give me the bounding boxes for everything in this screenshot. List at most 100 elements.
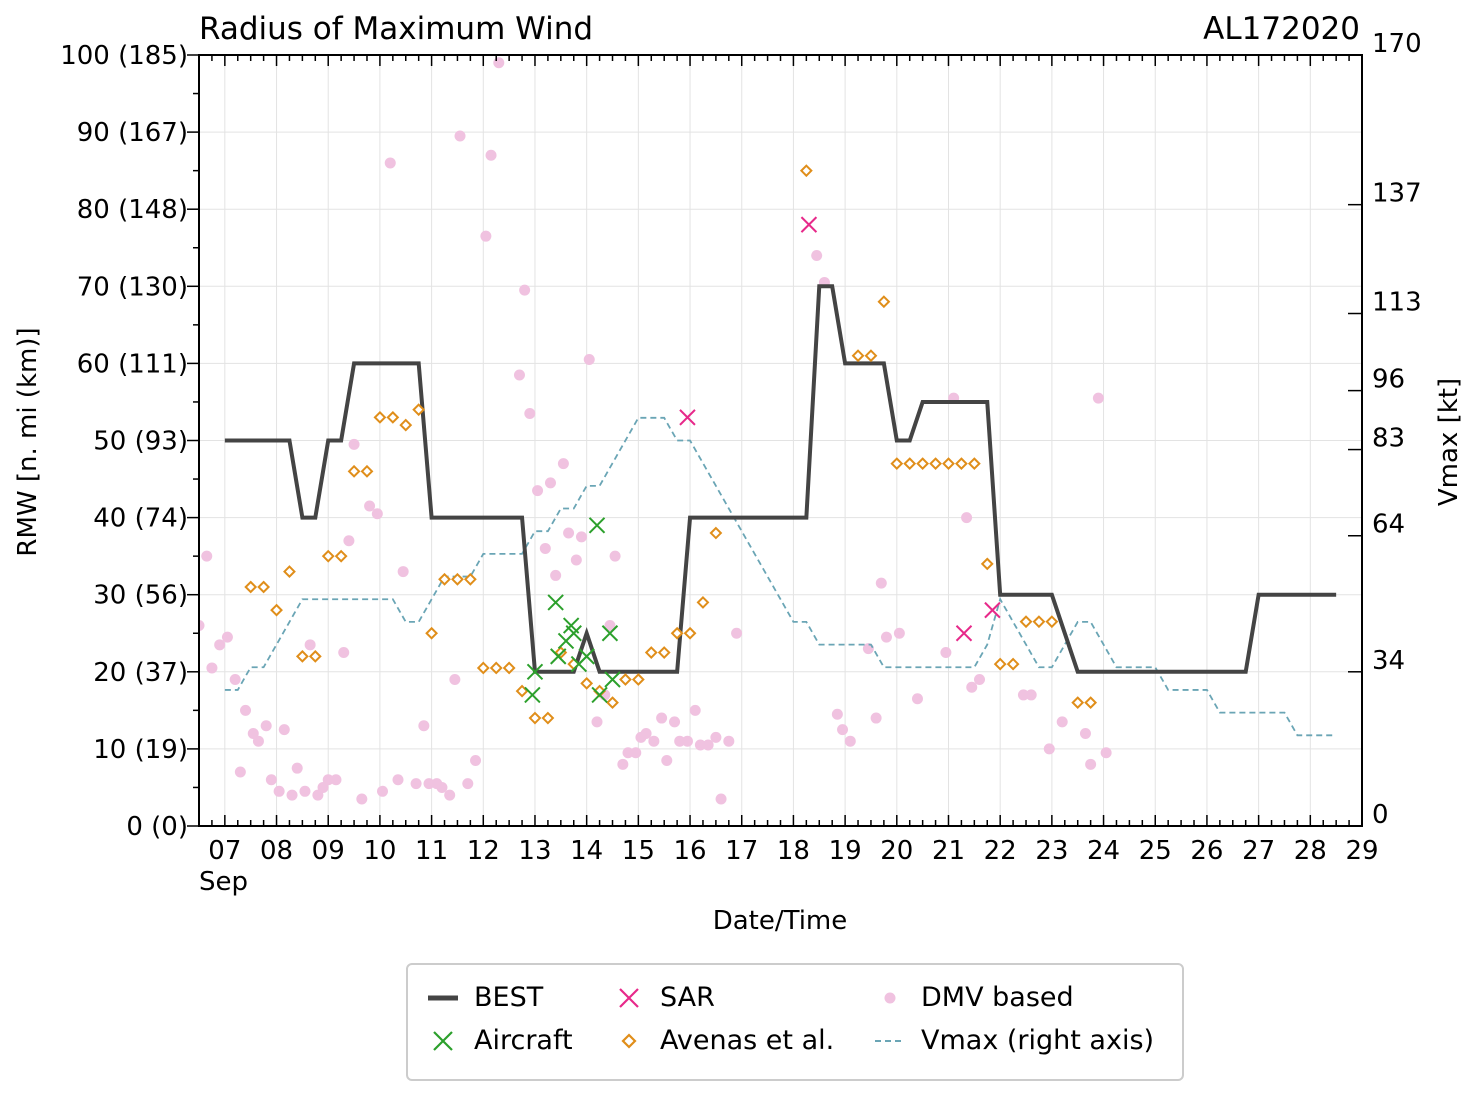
dmv-point — [893, 627, 905, 639]
avenas-point — [903, 457, 917, 471]
dmv-point — [570, 554, 582, 566]
dmv-point — [364, 500, 376, 512]
dmv-point — [640, 727, 652, 739]
legend-item-vmax: Vmax (right axis) — [873, 1025, 1154, 1056]
y-tick-label: 40 (74) — [93, 504, 188, 534]
y2-tick-label: 137 — [1372, 179, 1422, 209]
avenas-point — [438, 572, 451, 586]
dmv-point — [539, 542, 551, 554]
axis-ticks: 07 08 09 10 11 12 13 14 15 16 17 18 19 20 21 22 23 24 25 26… — [60, 29, 1421, 866]
avenas-point — [954, 457, 968, 471]
avenas-point — [502, 661, 516, 675]
legend-label: BEST — [474, 982, 544, 1013]
avenas-point — [1019, 615, 1033, 629]
x-tick-label: 09 — [312, 836, 345, 866]
y-tick-label: 80 (148) — [77, 195, 188, 225]
aircraft-point — [578, 648, 595, 665]
x-tick-label: 18 — [777, 836, 810, 866]
dmv-point — [392, 774, 404, 786]
dmv-point — [940, 647, 952, 659]
x-tick-label: 19 — [829, 836, 862, 866]
dmv-point — [710, 731, 722, 743]
dmv-point — [583, 354, 595, 366]
y2-tick-label: 96 — [1372, 365, 1405, 395]
y2-axis-label: Vmax [kt] — [1434, 378, 1464, 506]
dmv-point — [299, 785, 311, 797]
avenas-point — [528, 711, 542, 725]
dmv-point — [449, 674, 461, 686]
dmv-point — [544, 477, 556, 489]
aircraft-point — [565, 625, 582, 642]
avenas-point — [670, 626, 684, 640]
dmv-point — [348, 438, 360, 450]
dmv-point — [961, 512, 973, 524]
avenas-point — [877, 295, 891, 309]
y2-tick-label: 0 — [1372, 800, 1389, 830]
avenas-point — [244, 580, 258, 594]
dmv-point — [661, 754, 673, 766]
dmv-point — [622, 747, 634, 759]
x-tick-label: 27 — [1242, 836, 1275, 866]
legend-item-sar: SAR — [612, 982, 715, 1013]
y-tick-label: 30 (56) — [93, 581, 188, 611]
dmv-point — [304, 639, 316, 651]
avenas-point — [463, 572, 477, 586]
avenas-point — [412, 403, 426, 417]
x-tick-label: 16 — [673, 836, 706, 866]
y-tick-label: 90 (167) — [77, 118, 188, 148]
dmv-point — [410, 778, 422, 790]
x-tick-label: 07 — [208, 836, 241, 866]
avenas-point — [1084, 696, 1098, 710]
legend-label: DMV based — [921, 982, 1074, 1013]
avenas-point — [929, 457, 942, 471]
dmv-point — [376, 785, 388, 797]
legend-x-icon — [619, 987, 639, 1008]
avenas-point — [864, 349, 878, 363]
dmv-point — [221, 631, 233, 643]
dmv-point — [199, 620, 205, 632]
aircraft-point — [524, 686, 541, 704]
dmv-point — [731, 627, 743, 639]
dmv-point — [563, 527, 575, 539]
grid — [199, 54, 1363, 827]
y-tick-label: 0 (0) — [126, 812, 188, 842]
dmv-point — [343, 535, 355, 547]
dmv-point — [674, 735, 686, 747]
dmv-point — [513, 369, 525, 381]
dmv-point — [317, 781, 329, 793]
aircraft-point — [601, 625, 619, 642]
x-tick-label: 11 — [415, 836, 448, 866]
y2-tick-label: 113 — [1372, 288, 1422, 318]
dmv-point — [609, 550, 621, 562]
aircraft-point — [547, 594, 564, 611]
dmv-point — [837, 724, 849, 736]
dmv-point — [870, 712, 882, 724]
dmv-point — [669, 716, 681, 728]
x-tick-label: 21 — [932, 836, 965, 866]
dmv-point — [1025, 689, 1037, 701]
x-tick-label: 25 — [1139, 836, 1172, 866]
dmv-point — [1056, 716, 1068, 728]
legend-item-avenas: Avenas et al. — [612, 1025, 834, 1056]
dmv-point — [1092, 392, 1104, 404]
dmv-point — [493, 57, 505, 69]
dmv-point — [604, 620, 616, 632]
dmv-point — [656, 712, 668, 724]
dmv-point — [831, 708, 843, 720]
dmv-point — [648, 735, 660, 747]
dmv-point — [966, 681, 978, 693]
avenas-point — [321, 549, 335, 563]
aircraft-point — [591, 686, 608, 704]
legend-label: Vmax (right axis) — [921, 1025, 1155, 1056]
dmv-point — [418, 720, 430, 732]
best-track-line — [224, 284, 1337, 674]
avenas-point — [1071, 696, 1085, 710]
avenas-point — [993, 657, 1007, 671]
dmv-point — [557, 458, 569, 470]
dmv-point — [694, 739, 706, 751]
dmv-point — [247, 727, 259, 739]
avenas-point — [360, 464, 374, 478]
x-tick-label: 15 — [622, 836, 655, 866]
legend-diamond-icon — [621, 1032, 637, 1049]
